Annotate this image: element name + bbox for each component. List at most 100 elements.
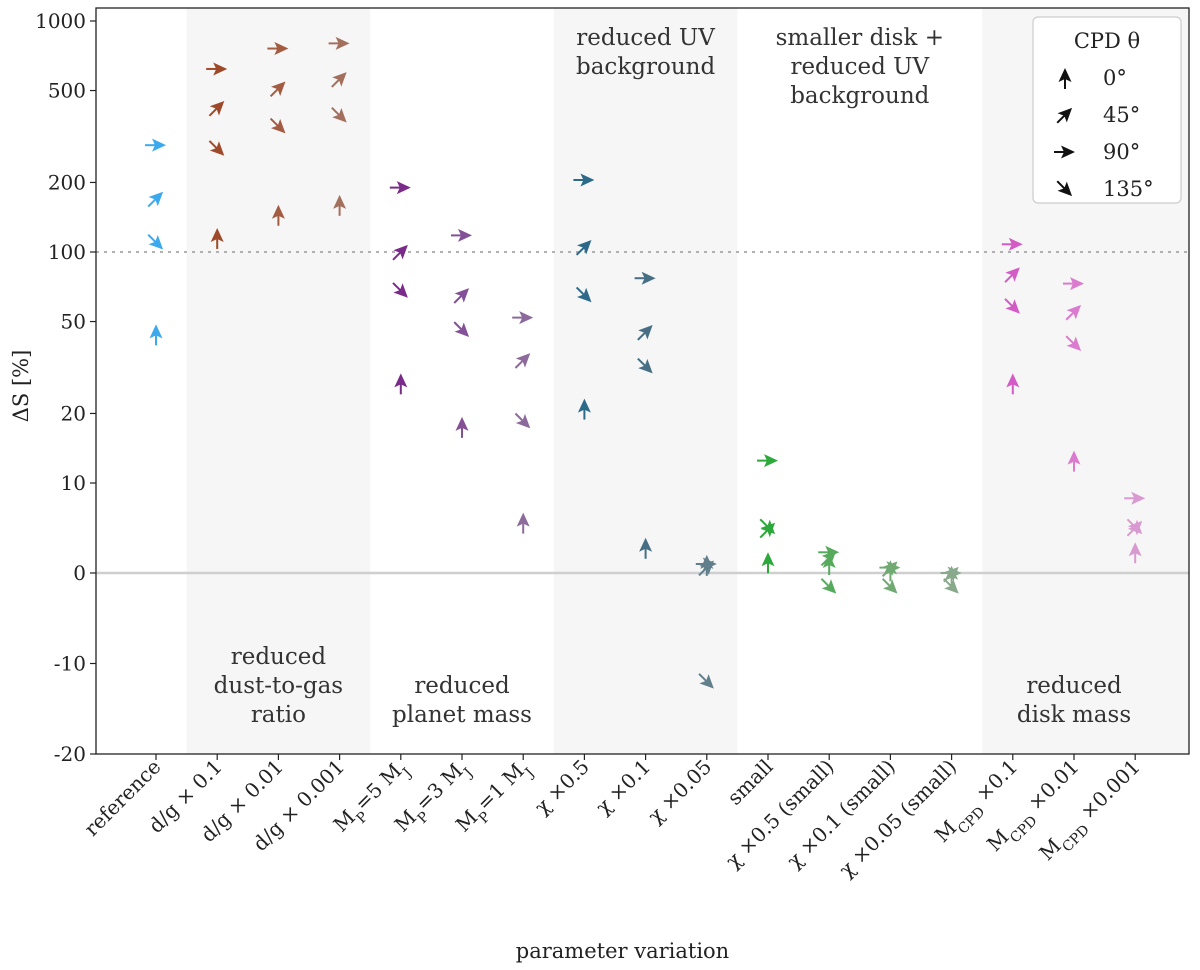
x-tick-label-chi05s: χ ×0.5 (small) — [721, 755, 839, 873]
marker-chi05-0 — [577, 398, 591, 420]
marker-mp3-90 — [451, 228, 472, 242]
marker-mp1-0 — [516, 512, 530, 534]
marker-small-90 — [757, 454, 778, 468]
marker-mp5-90 — [389, 181, 411, 195]
marker-dg001-0 — [271, 204, 285, 226]
marker-dg0001-90 — [328, 36, 350, 50]
band-dg — [186, 8, 371, 754]
marker-mp5-45 — [392, 244, 408, 261]
marker-mp5-0 — [394, 373, 408, 395]
legend-title: CPD θ — [1074, 29, 1140, 53]
y-tick-label: 200 — [48, 170, 86, 194]
legend-marker-90 — [1054, 145, 1075, 159]
y-tick-label: 10 — [61, 471, 86, 495]
marker-mcpd001-45 — [1065, 304, 1082, 321]
x-tick-label-chi005: χ ×0.05 — [643, 755, 716, 828]
plot-frame — [95, 7, 1190, 755]
marker-mp1-135 — [514, 412, 531, 429]
x-tick-label-chi01s: χ ×0.1 (small) — [782, 755, 900, 873]
legend-entry-135: 135° — [1103, 177, 1154, 201]
legend-box — [1032, 16, 1182, 204]
group-label-small: smaller disk + reduced UV background — [776, 25, 944, 109]
marker-chi01s-135 — [881, 578, 898, 594]
group-label-uv: reduced UV background — [576, 25, 715, 80]
marker-dg01-135 — [208, 140, 225, 156]
marker-mcpd0001-90 — [1124, 491, 1146, 505]
y-tick-label: 50 — [61, 310, 86, 334]
legend-marker-0 — [1058, 68, 1072, 89]
marker-chi01s-90 — [879, 561, 901, 575]
group-bands — [186, 8, 1189, 754]
legend-entry-0: 0° — [1103, 66, 1127, 90]
marker-reference-45 — [147, 191, 164, 208]
marker-mcpd001-90 — [1063, 277, 1084, 291]
marker-chi05s-90 — [818, 545, 840, 559]
marker-dg0001-45 — [331, 72, 347, 88]
group-labels: reduced dust-to-gas ratio reduced planet mas… — [214, 25, 1131, 728]
marker-chi01-135 — [637, 357, 653, 374]
data-markers — [145, 36, 1146, 689]
marker-mp1-45 — [514, 353, 531, 369]
y-axis-title: ΔS [%] — [9, 350, 33, 423]
marker-mp5-135 — [392, 282, 408, 298]
legend: CPD θ 0° 45° 90° 135° — [1032, 16, 1182, 204]
marker-chi005s-135 — [943, 578, 959, 594]
x-tick-label-small: small — [722, 755, 777, 810]
marker-mp3-45 — [453, 288, 470, 304]
marker-chi05-90 — [573, 173, 595, 187]
marker-dg01-45 — [208, 100, 225, 117]
marker-dg0001-0 — [333, 194, 347, 216]
marker-mcpd01-0 — [1006, 373, 1020, 395]
marker-chi005s-90 — [940, 566, 962, 580]
marker-mp3-0 — [455, 416, 469, 438]
marker-dg001-135 — [269, 117, 286, 134]
marker-mcpd0001-135 — [1126, 518, 1143, 535]
marker-dg001-90 — [267, 42, 289, 56]
marker-chi01-90 — [634, 271, 656, 285]
marker-chi01-45 — [637, 325, 653, 341]
y-tick-label: 1000 — [35, 9, 86, 33]
marker-chi05-45 — [575, 240, 592, 256]
marker-reference-135 — [147, 233, 164, 250]
marker-dg0001-135 — [331, 106, 347, 123]
y-tick-label: 0 — [73, 561, 86, 585]
marker-dg001-45 — [269, 81, 286, 98]
group-label-dg: reduced dust-to-gas ratio — [214, 644, 343, 728]
marker-mp3-135 — [453, 321, 470, 337]
marker-dg01-0 — [210, 227, 224, 249]
legend-entry-45: 45° — [1103, 103, 1140, 127]
legend-marker-45 — [1056, 107, 1073, 124]
y-tick-label: 20 — [61, 401, 86, 425]
marker-mcpd001-0 — [1067, 450, 1081, 472]
marker-chi01-0 — [639, 537, 653, 559]
marker-mp1-90 — [512, 311, 534, 325]
marker-chi05s-0 — [822, 554, 836, 575]
marker-mcpd001-135 — [1065, 335, 1082, 351]
marker-chi005-90 — [695, 557, 717, 571]
group-label-disk: reduced disk mass — [1017, 673, 1131, 728]
y-tick-label: -20 — [54, 742, 86, 766]
marker-mcpd01-90 — [1001, 237, 1023, 251]
legend-marker-135 — [1056, 180, 1073, 197]
group-label-mp: reduced planet mass — [392, 673, 532, 728]
x-axis-title: parameter variation — [516, 939, 729, 963]
y-tick-label: -10 — [54, 652, 86, 676]
marker-small-135 — [759, 518, 776, 535]
y-tick-label: 500 — [48, 79, 86, 103]
marker-reference-0 — [149, 324, 163, 346]
reference-lines — [96, 251, 1189, 575]
legend-entry-90: 90° — [1103, 140, 1140, 164]
y-tick-label: 100 — [48, 240, 86, 264]
marker-mcpd0001-0 — [1128, 542, 1142, 564]
marker-chi05-135 — [575, 286, 592, 303]
marker-dg01-90 — [206, 62, 228, 76]
marker-mcpd01-135 — [1004, 298, 1020, 314]
marker-reference-90 — [145, 138, 166, 152]
x-tick-label-chi05: χ ×0.5 — [530, 755, 594, 819]
marker-chi05s-135 — [820, 578, 837, 594]
band-uv — [553, 8, 738, 754]
marker-mcpd01-45 — [1004, 267, 1020, 283]
